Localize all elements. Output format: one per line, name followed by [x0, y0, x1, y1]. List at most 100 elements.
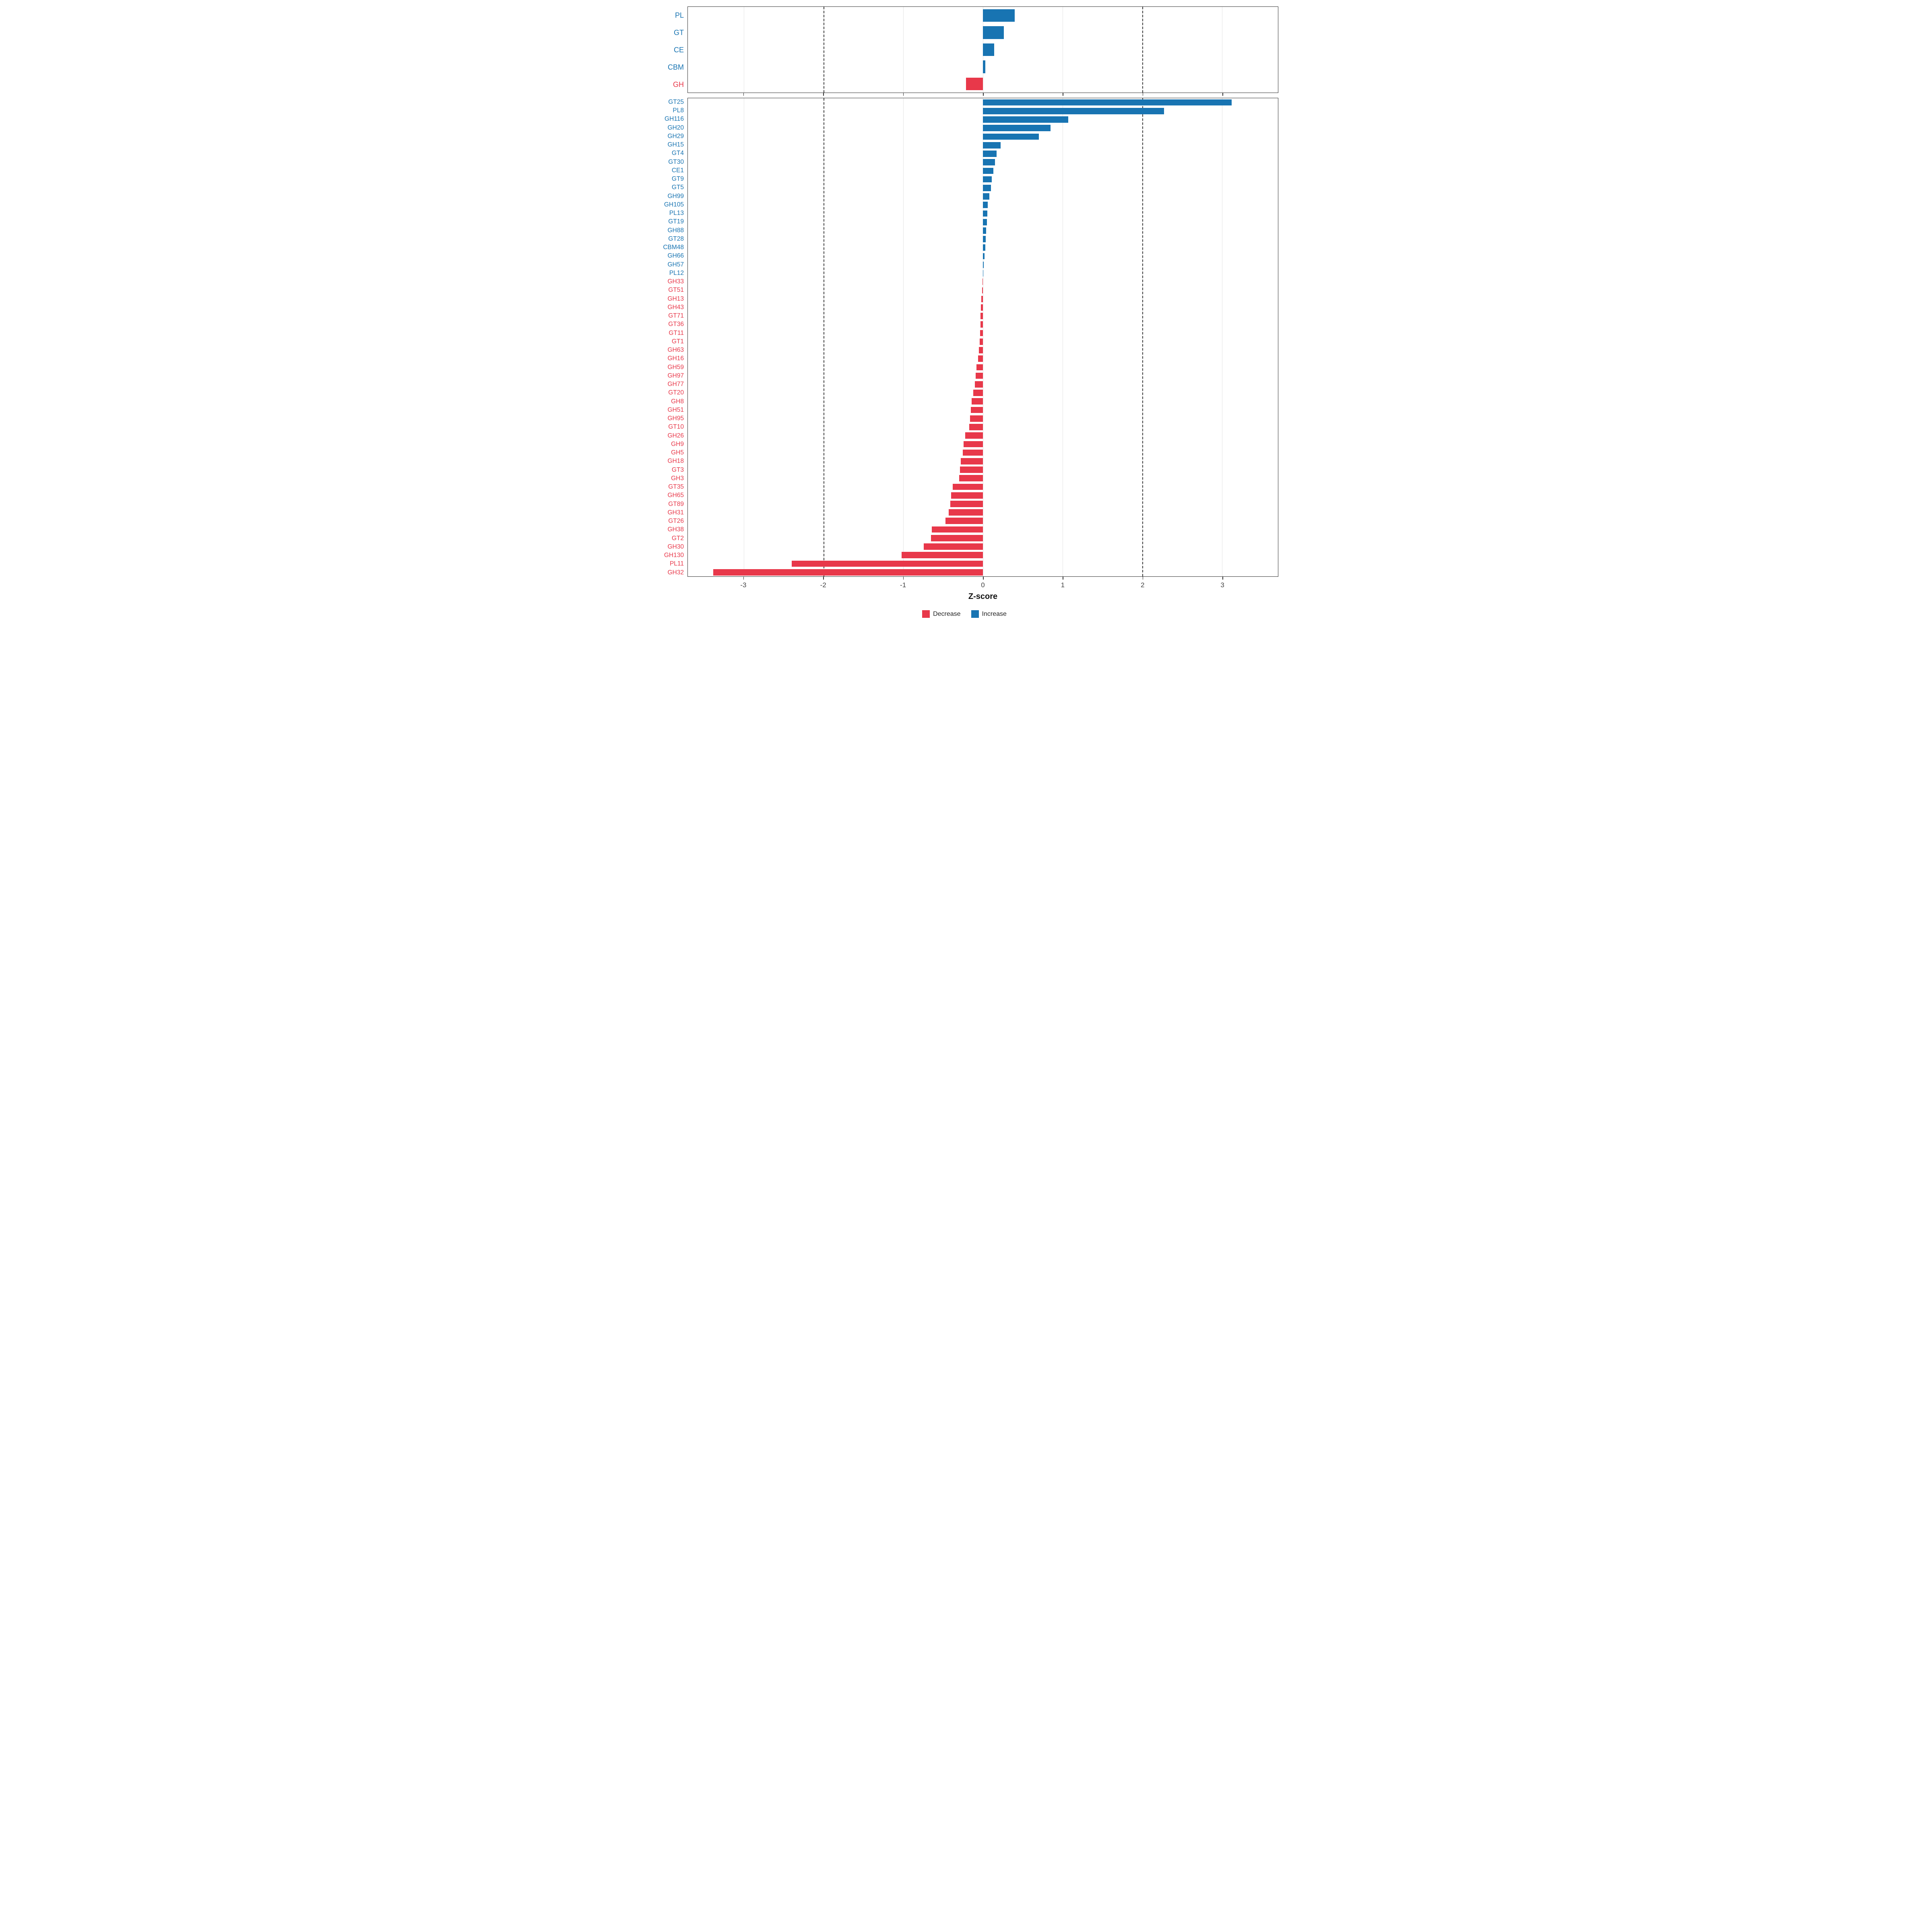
bar-GT51	[982, 287, 983, 294]
y-label-GH18: GH18	[667, 458, 684, 465]
y-label-GH105: GH105	[664, 201, 684, 208]
bar-row-GT4	[688, 149, 1278, 158]
bar-GH29	[983, 133, 1039, 140]
y-label-CE: CE	[673, 45, 684, 54]
y-label-GT4: GT4	[671, 150, 684, 157]
x-tick	[903, 93, 904, 96]
bar-row-GH130	[688, 551, 1278, 559]
x-tick	[743, 93, 744, 96]
y-label-GT10: GT10	[668, 423, 684, 431]
y-label-GH57: GH57	[667, 261, 684, 268]
legend-label: Increase	[982, 610, 1007, 617]
category-x-ticks	[687, 93, 1278, 96]
bar-GH8	[972, 398, 983, 405]
bar-row-GH43	[688, 303, 1278, 312]
bar-GH9	[964, 441, 983, 448]
bar-GT1	[980, 338, 983, 345]
bar-row-GT3	[688, 465, 1278, 474]
family-panel: GT25 PL8 GH116 GH20 GH29 GH15 GT4 GT30 CE1 GT9 GT5…	[650, 98, 1278, 577]
y-label-GH32: GH32	[667, 569, 684, 576]
x-tick	[1222, 577, 1223, 580]
y-label-GT51: GT51	[668, 287, 684, 294]
y-label-GH: GH	[673, 80, 684, 89]
y-label-GT25: GT25	[668, 98, 684, 105]
x-axis-title: Z-score	[968, 592, 998, 601]
bar-row-GT	[688, 24, 1278, 41]
bar-GT26	[945, 518, 983, 524]
family-ticks-row	[650, 577, 1278, 580]
gridline	[903, 7, 904, 93]
legend-swatch-increase	[971, 610, 979, 618]
y-label-GH116: GH116	[665, 116, 684, 123]
y-label-GT1: GT1	[671, 338, 684, 345]
y-label-GH88: GH88	[667, 227, 684, 234]
bar-row-GH59	[688, 363, 1278, 372]
bar-row-GT19	[688, 218, 1278, 226]
y-label-GT: GT	[674, 28, 684, 37]
bar-GH	[966, 77, 983, 91]
bar-row-CBM48	[688, 244, 1278, 252]
x-tick-label: 0	[981, 581, 985, 589]
bar-GH31	[948, 509, 983, 516]
bar-GT35	[952, 483, 983, 490]
bar-row-GH97	[688, 372, 1278, 380]
y-label-GH31: GH31	[667, 509, 684, 516]
y-label-GT20: GT20	[668, 389, 684, 396]
y-label-GH130: GH130	[664, 552, 684, 559]
category-panel: PL GT CE CBM GH	[650, 6, 1278, 93]
bar-row-GH26	[688, 431, 1278, 440]
y-label-GH66: GH66	[667, 252, 684, 260]
bar-row-GH63	[688, 346, 1278, 354]
y-label-GH65: GH65	[667, 492, 684, 499]
y-label-GH95: GH95	[667, 415, 684, 422]
y-label-GT35: GT35	[668, 483, 684, 491]
bar-row-GH5	[688, 448, 1278, 457]
axis-spacer	[650, 577, 687, 580]
x-tick-labels-row: -3 -2 -1 0 1 2 3	[650, 580, 1278, 590]
bar-GT89	[950, 501, 983, 507]
y-label-GT5: GT5	[671, 184, 684, 191]
bar-GH20	[983, 125, 1051, 132]
bar-GH43	[981, 304, 983, 311]
y-label-CBM: CBM	[668, 63, 684, 71]
y-label-GT36: GT36	[668, 321, 684, 328]
gridline	[903, 98, 904, 576]
x-tick-label: -3	[740, 581, 747, 589]
y-label-GT71: GT71	[668, 312, 684, 320]
bar-row-GT5	[688, 184, 1278, 192]
x-tick-label: 2	[1141, 581, 1145, 589]
dashed-reference-line	[1142, 98, 1144, 576]
y-label-GH51: GH51	[667, 406, 684, 413]
x-tick	[823, 577, 824, 580]
bar-GH88	[983, 227, 986, 234]
bar-row-GH29	[688, 132, 1278, 141]
bar-row-GH30	[688, 542, 1278, 551]
axis-spacer	[650, 591, 687, 601]
bar-GT19	[983, 219, 987, 225]
bar-GH18	[960, 458, 983, 464]
bar-row-PL11	[688, 559, 1278, 568]
bar-GH3	[959, 475, 983, 482]
y-label-GH33: GH33	[667, 278, 684, 285]
bar-row-GH8	[688, 397, 1278, 406]
category-plot-area	[687, 6, 1278, 93]
x-tick-label: 3	[1220, 581, 1224, 589]
category-ticks-row	[650, 93, 1278, 96]
zscore-figure: PL GT CE CBM GH GT25 PL8 GH116 GH20 GH29 GH15 GT4 G…	[649, 0, 1283, 625]
y-label-GH29: GH29	[667, 132, 684, 140]
bar-row-CE1	[688, 167, 1278, 175]
y-label-GH16: GH16	[667, 355, 684, 362]
legend-item-decrease: Decrease	[922, 610, 961, 618]
bar-GH130	[901, 552, 983, 559]
y-label-PL12: PL12	[669, 269, 684, 277]
bar-row-GH38	[688, 525, 1278, 534]
bar-row-GH51	[688, 406, 1278, 414]
bar-GH57	[983, 261, 984, 268]
y-label-GT28: GT28	[668, 235, 684, 242]
bar-row-GT2	[688, 534, 1278, 542]
bar-GH63	[979, 347, 983, 353]
y-label-GT3: GT3	[671, 466, 684, 473]
bar-GT36	[980, 321, 983, 328]
bar-row-GH99	[688, 192, 1278, 200]
y-label-PL13: PL13	[669, 210, 684, 217]
